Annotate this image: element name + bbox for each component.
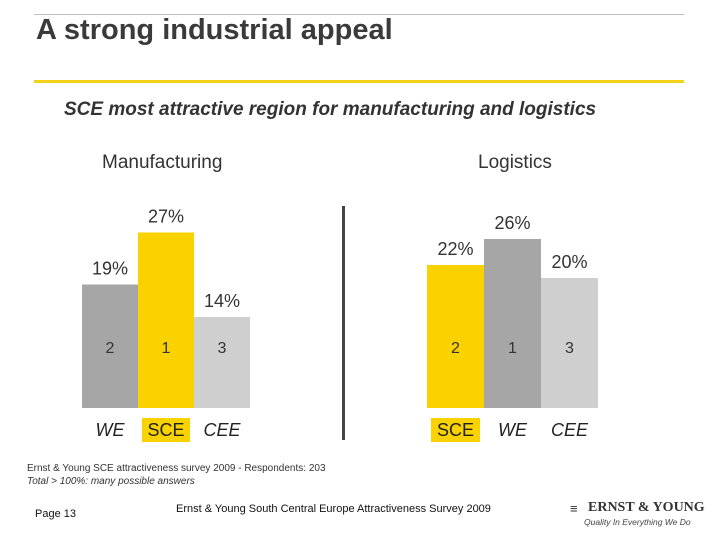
- manufacturing-rank-label-sce: 1: [162, 340, 171, 357]
- manufacturing-chart-title: Manufacturing: [102, 152, 223, 173]
- source-note: Ernst & Young SCE attractiveness survey …: [27, 462, 326, 488]
- logistics-rank-label-we: 1: [508, 340, 517, 357]
- manufacturing-category-label-sce: SCE: [147, 420, 184, 440]
- logo-name: ERNST & YOUNG: [588, 500, 705, 515]
- note-line: Total > 100%: many possible answers: [27, 476, 195, 487]
- logistics-category-label-sce: SCE: [437, 420, 474, 440]
- title-underline: [34, 80, 684, 83]
- manufacturing-rank-label-we: 2: [106, 340, 115, 357]
- manufacturing-value-label-we: 19%: [92, 259, 128, 279]
- logistics-category-label-we: WE: [498, 420, 528, 440]
- top-rule: [34, 14, 684, 15]
- manufacturing-value-label-cee: 14%: [204, 291, 240, 311]
- manufacturing-bar-we: [82, 284, 138, 408]
- source-line: Ernst & Young SCE attractiveness survey …: [27, 463, 326, 474]
- page-subtitle: SCE most attractive region for manufactu…: [64, 99, 597, 120]
- footer-text: Ernst & Young South Central Europe Attra…: [176, 503, 491, 515]
- page-title: A strong industrial appeal: [36, 14, 393, 46]
- logistics-category-label-cee: CEE: [551, 420, 589, 440]
- logo-tagline: Quality In Everything We Do: [584, 517, 691, 527]
- manufacturing-bar-cee: [194, 317, 250, 408]
- logistics-rank-label-sce: 2: [451, 340, 460, 357]
- logistics-bar-sce: [427, 265, 484, 408]
- company-logo: ≡ ERNST & YOUNG Quality In Everything We…: [570, 498, 705, 532]
- logistics-chart-title: Logistics: [478, 152, 552, 173]
- logistics-value-label-sce: 22%: [437, 239, 473, 259]
- chart-divider: [342, 206, 345, 440]
- manufacturing-category-label-we: WE: [96, 420, 126, 440]
- manufacturing-category-highlight-sce: [142, 418, 190, 442]
- logistics-value-label-we: 26%: [494, 213, 530, 233]
- manufacturing-rank-label-cee: 3: [218, 340, 227, 357]
- logistics-value-label-cee: 20%: [551, 252, 587, 272]
- manufacturing-value-label-sce: 27%: [148, 207, 184, 227]
- page-number: Page 13: [35, 508, 76, 520]
- logistics-bar-we: [484, 239, 541, 408]
- logistics-rank-label-cee: 3: [565, 340, 574, 357]
- logistics-bar-cee: [541, 278, 598, 408]
- logo-mark-icon: ≡: [570, 501, 578, 516]
- manufacturing-bar-sce: [138, 232, 194, 408]
- manufacturing-category-label-cee: CEE: [203, 420, 241, 440]
- logistics-category-highlight-sce: [431, 418, 480, 442]
